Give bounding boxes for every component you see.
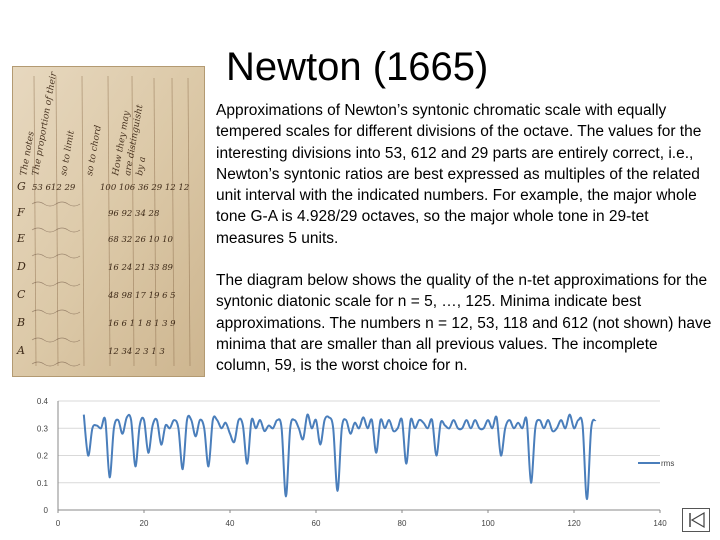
y-tick-label: 0.2 xyxy=(37,452,49,461)
first-slide-button[interactable] xyxy=(682,508,710,532)
manuscript-letter: B xyxy=(16,316,25,329)
manuscript-row: 68 32 26 10 10 xyxy=(108,235,173,245)
chart-gridlines xyxy=(58,400,660,484)
newton-manuscript-image: The notes The proportion of their so to … xyxy=(12,66,205,377)
manuscript-row: 16 24 21 33 89 xyxy=(108,263,173,273)
manuscript-row: 12 34 2 3 1 3 xyxy=(108,347,165,357)
manuscript-header: by a xyxy=(135,156,148,177)
x-tick-label: 120 xyxy=(567,519,581,528)
manuscript-row: 48 98 17 19 6 5 xyxy=(107,291,176,301)
manuscript-letter: F xyxy=(16,206,25,219)
x-tick-label: 40 xyxy=(226,519,235,528)
manuscript-row: 100 106 36 29 12 12 xyxy=(100,183,189,193)
x-tick-label: 20 xyxy=(140,519,149,528)
manuscript-letter: A xyxy=(16,344,25,357)
rms-line-chart: 0 0.1 0.2 0.3 0.4 0 20 40 60 80 100 120 140 rms xyxy=(37,397,674,528)
y-tick-label: 0.4 xyxy=(37,397,49,406)
x-tick-label: 60 xyxy=(312,519,321,528)
chart-axes xyxy=(57,401,661,513)
first-slide-icon xyxy=(689,511,705,529)
x-tick-label: 0 xyxy=(56,519,61,528)
x-tick-label: 100 xyxy=(481,519,495,528)
legend-label: rms xyxy=(661,459,674,468)
x-tick-label: 140 xyxy=(653,519,667,528)
y-tick-label: 0.1 xyxy=(37,479,49,488)
manuscript-letter: G xyxy=(17,180,26,193)
series-line-rms xyxy=(82,413,597,501)
diagram-description-paragraph: The diagram below shows the quality of t… xyxy=(216,272,712,375)
y-tick-label: 0.3 xyxy=(37,424,49,433)
manuscript-row: 53 612 29 xyxy=(32,183,76,193)
description-paragraph: Approximations of Newton’s syntonic chro… xyxy=(216,102,702,247)
x-tick-label: 80 xyxy=(398,519,407,528)
y-tick-label: 0 xyxy=(44,506,49,515)
manuscript-row: 16 6 1 1 8 1 3 9 xyxy=(108,319,176,329)
manuscript-letter: D xyxy=(16,260,26,273)
y-tick-labels: 0 0.1 0.2 0.3 0.4 xyxy=(37,397,49,515)
x-tick-labels: 0 20 40 60 80 100 120 140 xyxy=(56,519,667,528)
manuscript-letter: E xyxy=(16,232,25,245)
manuscript-row: 96 92 34 28 xyxy=(108,209,160,219)
manuscript-letter: C xyxy=(17,288,26,301)
slide-title: Newton (1665) xyxy=(226,45,489,89)
